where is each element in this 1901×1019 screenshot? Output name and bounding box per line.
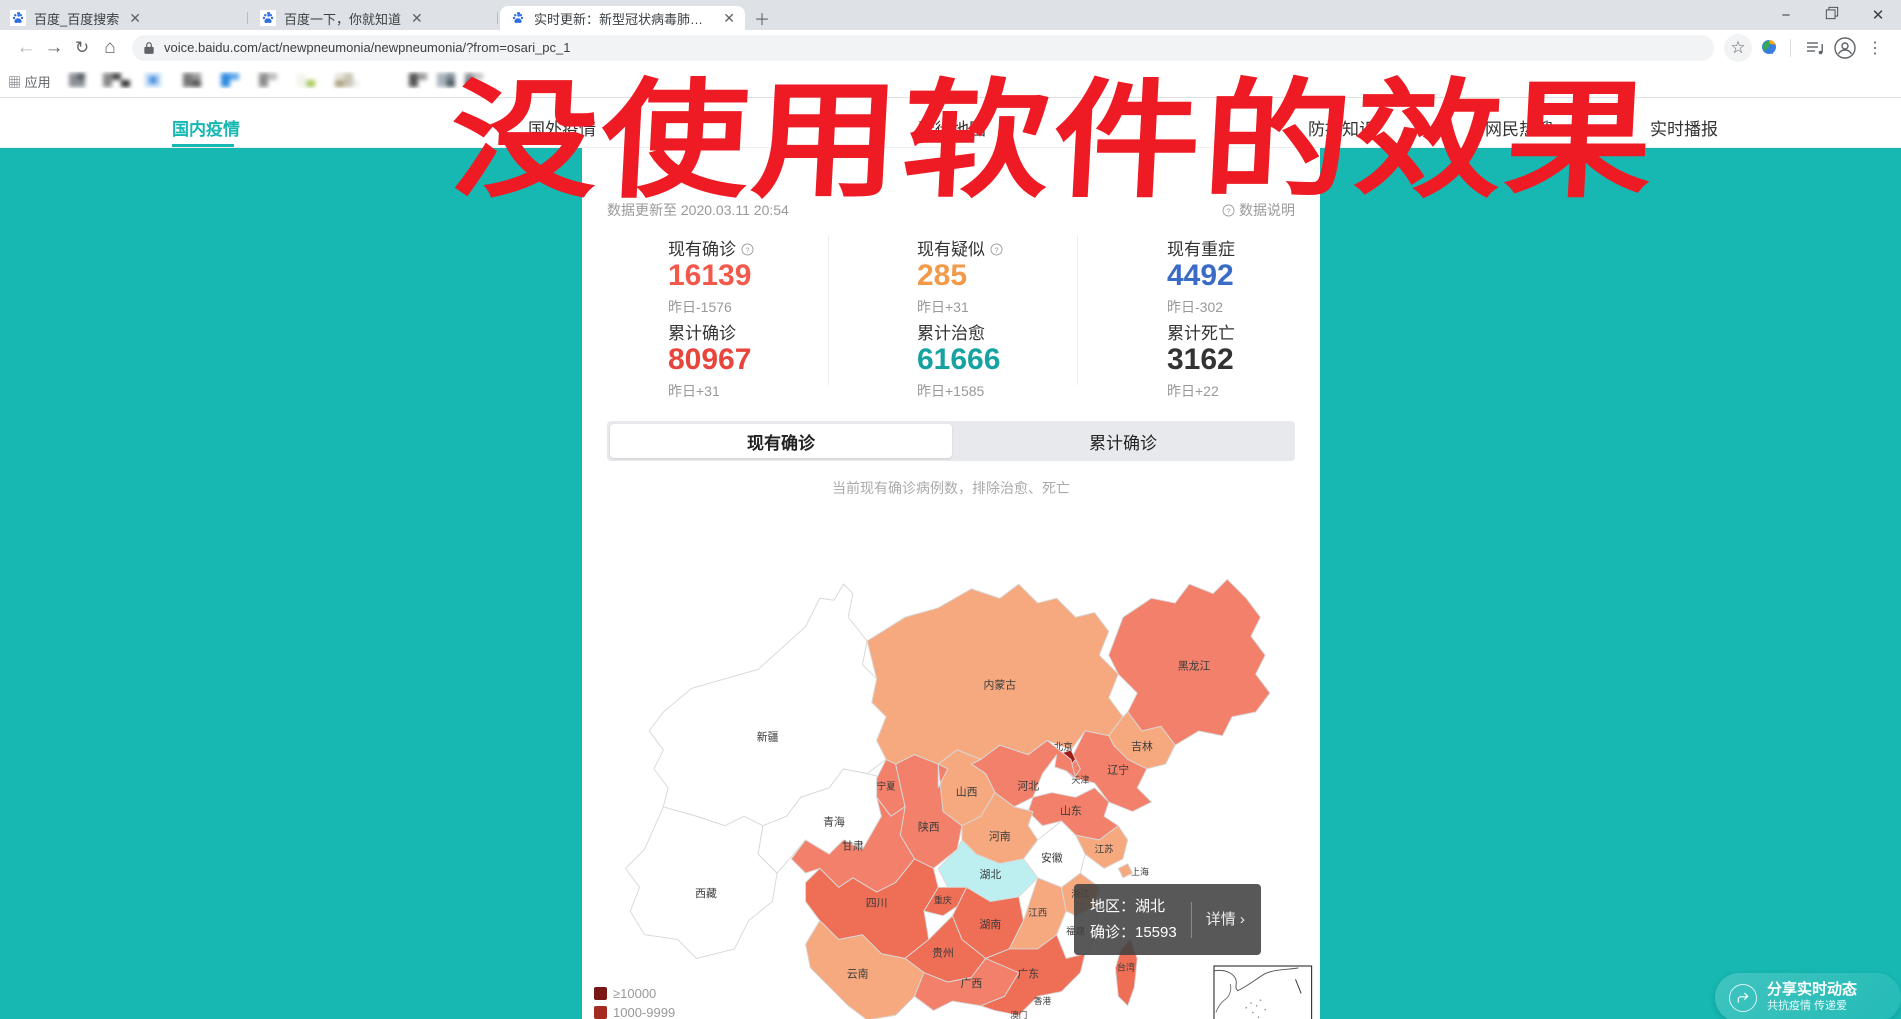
svg-text:?: ?	[745, 246, 749, 254]
svg-text:上海: 上海	[1131, 866, 1149, 877]
svg-text:?: ?	[994, 246, 998, 254]
